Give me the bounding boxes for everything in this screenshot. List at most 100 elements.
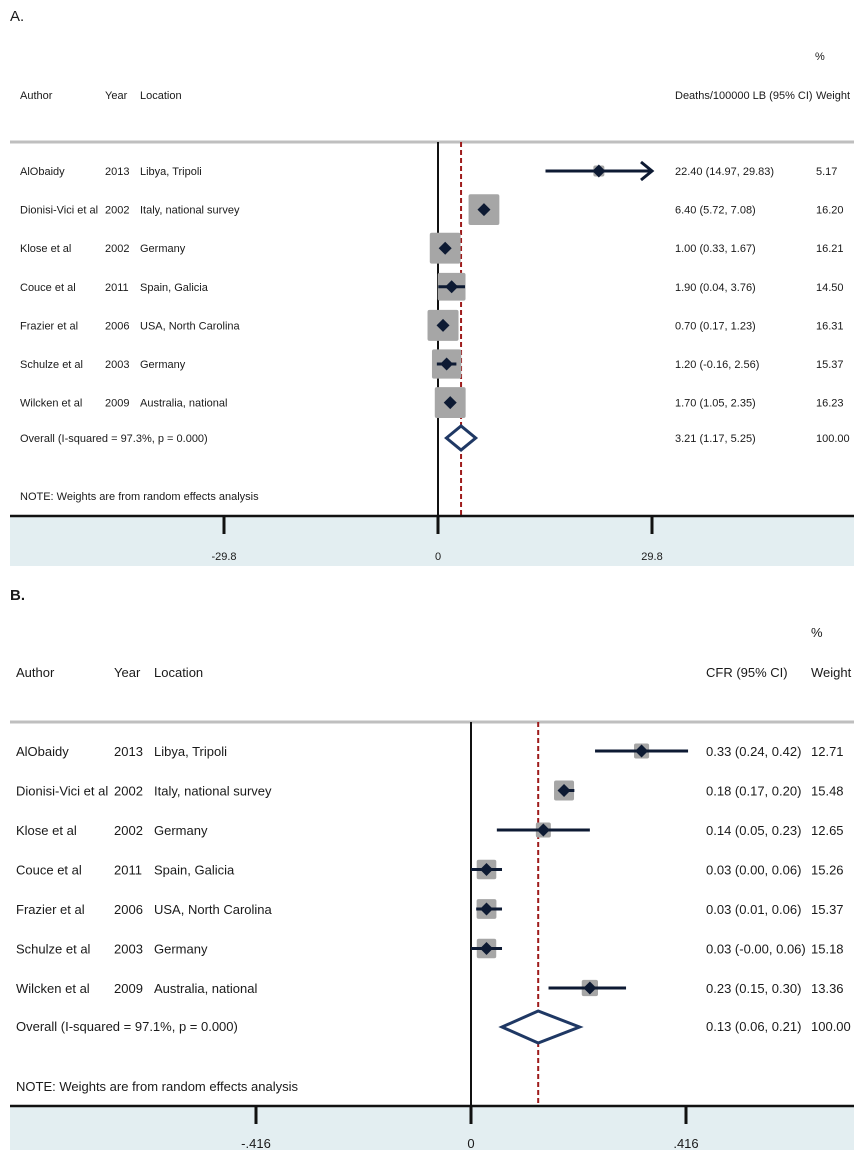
point-estimate [480, 863, 494, 876]
study-estimate: 0.23 (0.15, 0.30) [706, 981, 801, 996]
panel-b: B. % Author Year Location CFR (95% CI) W… [10, 587, 854, 1150]
panel-a-author-header: Author [20, 90, 53, 102]
study-location: Germany [140, 243, 186, 255]
study-year: 2002 [105, 243, 129, 255]
study-weight: 15.18 [811, 942, 844, 957]
panel-a-rows: AlObaidy 2013 Libya, Tripoli 22.40 (14.97, … [20, 166, 844, 410]
panel-a-note: NOTE: Weights are from random effects an… [20, 491, 259, 503]
study-year: 2002 [105, 205, 129, 217]
panel-a-ticks: -29.8 0 29.8 [211, 516, 663, 563]
study-author: Wilcken et al [16, 981, 90, 996]
panel-a-location-header: Location [140, 90, 182, 102]
panel-a: A. % Author Year Location Deaths/100000 … [10, 8, 854, 566]
study-location: Germany [140, 359, 186, 371]
study-author: Frazier et al [20, 320, 78, 332]
study-author: Wilcken et al [20, 398, 82, 410]
study-weight: 16.21 [816, 243, 844, 255]
panel-a-marks [427, 142, 655, 516]
panel-a-label: A. [10, 8, 24, 25]
panel-b-overall-label: Overall (I-squared = 97.1%, p = 0.000) [16, 1019, 238, 1034]
panel-b-author-header: Author [16, 665, 55, 680]
x-tick-label: -.416 [241, 1136, 271, 1150]
study-estimate: 0.33 (0.24, 0.42) [706, 744, 801, 759]
study-year: 2002 [114, 823, 143, 838]
x-tick-label: 29.8 [641, 551, 662, 563]
study-weight: 15.26 [811, 863, 844, 878]
study-year: 2006 [105, 320, 129, 332]
ci-arrow [640, 160, 655, 182]
study-weight: 13.36 [811, 981, 844, 996]
study-estimate: 0.18 (0.17, 0.20) [706, 784, 801, 799]
x-tick-label: 0 [467, 1136, 474, 1150]
study-year: 2009 [105, 398, 129, 410]
study-estimate: 1.00 (0.33, 1.67) [675, 243, 756, 255]
point-estimate [583, 981, 597, 995]
study-weight: 15.37 [816, 359, 844, 371]
panel-b-year-header: Year [114, 665, 141, 680]
study-location: Libya, Tripoli [140, 166, 202, 178]
overall-diamond [498, 1009, 584, 1045]
panel-b-note: NOTE: Weights are from random effects an… [16, 1079, 299, 1094]
panel-a-estimate-header: Deaths/100000 LB (95% CI) [675, 90, 813, 102]
study-year: 2003 [105, 359, 129, 371]
study-estimate: 0.14 (0.05, 0.23) [706, 823, 801, 838]
panel-a-weight-header: Weight [816, 90, 850, 102]
study-year: 2009 [114, 981, 143, 996]
point-estimate [635, 744, 649, 758]
panel-b-rows: AlObaidy 2013 Libya, Tripoli 0.33 (0.24, 0.… [16, 744, 844, 996]
point-estimate [536, 823, 550, 837]
point-estimate [480, 942, 494, 955]
study-location: Germany [154, 942, 208, 957]
x-tick-label: 0 [435, 551, 441, 563]
study-year: 2011 [105, 282, 129, 294]
study-weight: 12.71 [811, 744, 844, 759]
study-estimate: 0.03 (0.01, 0.06) [706, 902, 801, 917]
study-weight: 16.20 [816, 205, 844, 217]
panel-a-axis-band [10, 516, 854, 566]
panel-b-ticks: -.416 0 .416 [241, 1106, 699, 1150]
panel-b-overall-estimate: 0.13 (0.06, 0.21) [706, 1019, 801, 1034]
panel-a-overall-label: Overall (I-squared = 97.3%, p = 0.000) [20, 433, 208, 445]
panel-b-estimate-header: CFR (95% CI) [706, 665, 788, 680]
study-year: 2013 [114, 744, 143, 759]
study-location: Germany [154, 823, 208, 838]
study-estimate: 1.90 (0.04, 3.76) [675, 282, 756, 294]
study-estimate: 1.70 (1.05, 2.35) [675, 398, 756, 410]
study-author: Klose et al [16, 823, 77, 838]
study-estimate: 1.20 (-0.16, 2.56) [675, 359, 759, 371]
x-tick-label: .416 [673, 1136, 698, 1150]
study-estimate: 0.03 (0.00, 0.06) [706, 863, 801, 878]
panel-b-marks [470, 722, 689, 1106]
study-year: 2011 [114, 863, 142, 878]
study-author: Schulze et al [20, 359, 83, 371]
study-location: Italy, national survey [154, 784, 272, 799]
point-estimate [445, 280, 459, 294]
study-author: Dionisi-Vici et al [20, 205, 98, 217]
study-author: AlObaidy [20, 166, 65, 178]
study-author: Frazier et al [16, 902, 85, 917]
study-weight: 16.23 [816, 398, 844, 410]
panel-b-label: B. [10, 587, 25, 604]
panel-b-weight-header: Weight [811, 665, 852, 680]
point-estimate [557, 784, 571, 797]
panel-a-overall-weight: 100.00 [816, 433, 850, 445]
study-location: Italy, national survey [140, 205, 240, 217]
study-estimate: 22.40 (14.97, 29.83) [675, 166, 774, 178]
study-location: Australia, national [140, 398, 227, 410]
point-estimate [477, 203, 491, 217]
panel-b-pct-header: % [811, 625, 823, 640]
point-estimate [438, 241, 452, 255]
overall-diamond [444, 424, 479, 452]
study-estimate: 0.03 (-0.00, 0.06) [706, 942, 806, 957]
study-author: Schulze et al [16, 942, 91, 957]
study-location: Spain, Galicia [140, 282, 209, 294]
study-location: USA, North Carolina [140, 320, 241, 332]
panel-a-year-header: Year [105, 90, 128, 102]
study-year: 2002 [114, 784, 143, 799]
study-weight: 5.17 [816, 166, 837, 178]
point-estimate [592, 164, 606, 178]
point-estimate [440, 357, 454, 371]
study-author: Couce et al [20, 282, 76, 294]
panel-a-pct-header: % [815, 51, 825, 63]
study-estimate: 0.70 (0.17, 1.23) [675, 320, 756, 332]
